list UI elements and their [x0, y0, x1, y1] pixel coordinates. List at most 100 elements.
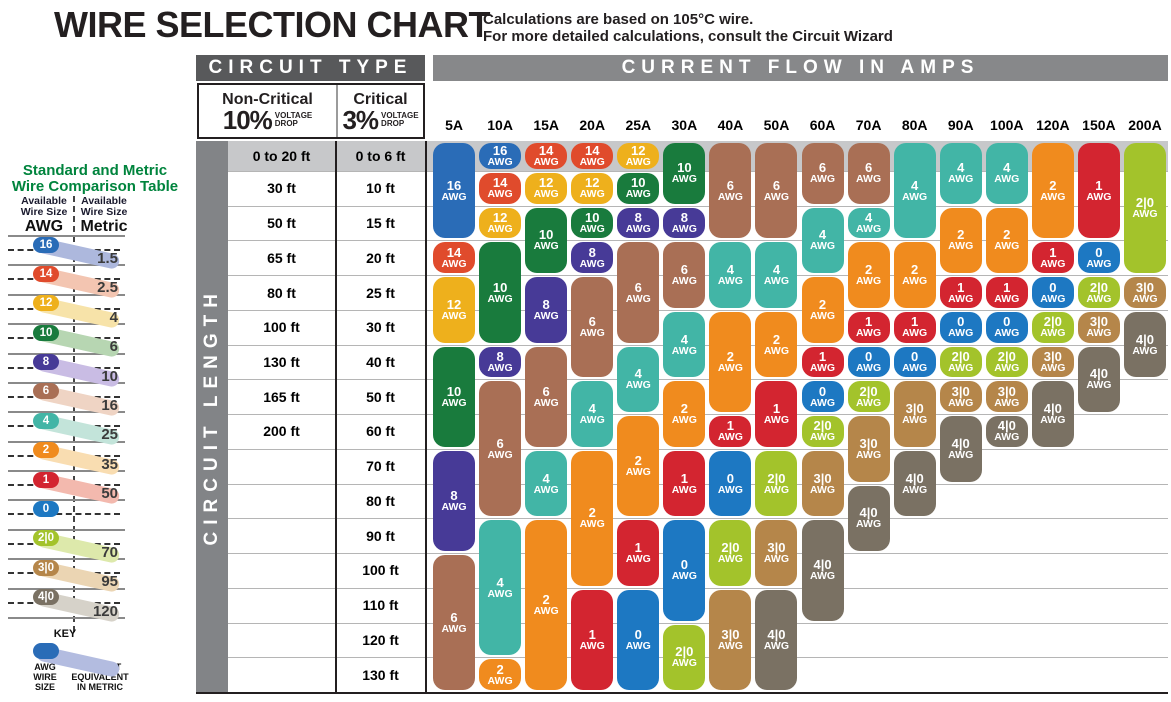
capsule-awg-number: 6: [634, 279, 642, 295]
capsule-awg-number: 4|0: [1089, 366, 1108, 382]
sidebar-row-line: [8, 264, 125, 267]
key-awg-wire-size-label: AWG WIRE SIZE: [22, 662, 68, 692]
capsule-awg-suffix: AWG: [625, 156, 651, 168]
capsule-awg-number: 8: [450, 487, 458, 503]
capsule-awg-suffix: AWG: [579, 639, 605, 652]
capsule-awg-suffix: AWG: [533, 240, 559, 253]
grid-row-line: [228, 205, 1168, 207]
sidebar-metric-value-12: 4: [109, 308, 118, 326]
critical-length-cell: 100 ft: [362, 562, 399, 579]
capsule-50A-1awg: 1 AWG: [755, 381, 798, 447]
capsule-100A-2|0awg: 2|0 AWG: [985, 346, 1028, 378]
capsule-awg-number: 2: [957, 227, 965, 243]
capsule-10A-14awg: 14 AWG: [479, 173, 522, 204]
capsule-15A-4awg: 4 AWG: [525, 450, 568, 517]
capsule-awg-suffix: AWG: [948, 292, 974, 305]
amp-column-label-60A: 60A: [809, 117, 836, 133]
capsule-120A-2awg: 2 AWG: [1031, 143, 1074, 239]
capsule-30A-8awg: 8 AWG: [663, 207, 706, 239]
capsule-awg-suffix: AWG: [994, 240, 1020, 253]
capsule-5A-6awg: 6 AWG: [433, 555, 476, 690]
capsule-80A-4|0awg: 4|0 AWG: [893, 450, 936, 517]
capsule-60A-4|0awg: 4|0 AWG: [801, 520, 844, 621]
sidebar-awg-capsule-4|0: 4|0: [33, 589, 59, 606]
amp-column-label-5A: 5A: [445, 117, 463, 133]
capsule-awg-suffix: AWG: [902, 362, 928, 375]
key-label-line: AWG: [34, 662, 56, 672]
non-critical-percent: 10%: [222, 104, 273, 135]
capsule-awg-number: 2|0: [721, 540, 740, 556]
critical-length-cell: 25 ft: [366, 284, 395, 301]
capsule-awg-number: 0: [818, 383, 827, 399]
capsule-awg-number: 4: [680, 331, 688, 347]
sidebar-awg-capsule-10: 10: [33, 324, 59, 341]
awg-column-header: Available Wire Size AWG: [13, 196, 75, 236]
capsule-awg-suffix: AWG: [1040, 414, 1066, 427]
capsule-awg-number: 14: [446, 244, 462, 260]
capsule-awg-number: 3|0: [859, 435, 878, 451]
capsule-40A-3|0awg: 3|0 AWG: [709, 589, 752, 690]
capsule-awg-suffix: AWG: [671, 344, 697, 357]
capsule-awg-number: 4: [726, 262, 735, 278]
capsule-awg-suffix: AWG: [856, 448, 882, 461]
capsule-awg-number: 12: [446, 296, 462, 312]
capsule-awg-suffix: AWG: [856, 327, 882, 340]
capsule-awg-number: 4|0: [767, 626, 786, 642]
amp-column-label-150A: 150A: [1082, 117, 1116, 133]
capsule-awg-suffix: AWG: [671, 570, 697, 583]
sidebar-metric-value-2: 35: [101, 455, 118, 473]
capsule-awg-suffix: AWG: [717, 483, 743, 496]
amp-column-label-40A: 40A: [717, 117, 744, 133]
capsule-awg-suffix: AWG: [717, 362, 743, 375]
capsule-5A-16awg: 16 AWG: [433, 143, 476, 239]
capsule-awg-suffix: AWG: [1132, 344, 1158, 357]
voltage-drop-label: VOLTAGE DROP: [381, 110, 419, 128]
capsule-awg-suffix: AWG: [671, 173, 697, 186]
capsule-awg-number: 8: [634, 210, 642, 226]
capsule-awg-number: 4: [1003, 160, 1011, 176]
capsule-awg-suffix: AWG: [717, 553, 743, 566]
capsule-awg-suffix: AWG: [856, 518, 882, 531]
capsule-30A-4awg: 4 AWG: [663, 311, 706, 378]
capsule-90A-0awg: 0 AWG: [939, 311, 982, 343]
capsule-awg-number: 2|0: [1089, 279, 1108, 295]
capsule-awg-suffix: AWG: [487, 292, 513, 305]
capsule-awg-suffix: AWG: [763, 553, 790, 566]
capsule-awg-suffix: AWG: [625, 553, 651, 566]
grid-row-line: [228, 309, 1168, 311]
capsule-awg-suffix: AWG: [763, 639, 790, 652]
capsule-60A-6awg: 6 AWG: [801, 143, 844, 204]
critical-length-cell: 0 to 6 ft: [355, 148, 406, 164]
capsule-100A-4|0awg: 4|0 AWG: [985, 416, 1028, 447]
capsule-awg-number: 1: [957, 279, 965, 295]
capsule-awg-suffix: AWG: [809, 362, 836, 375]
capsule-awg-number: 4: [772, 262, 781, 278]
capsule-20A-6awg: 6 AWG: [571, 277, 614, 378]
capsule-awg-number: 6: [772, 177, 781, 193]
column-header-text: Available: [81, 195, 127, 207]
critical-length-cell: 40 ft: [366, 354, 395, 371]
capsule-90A-2awg: 2 AWG: [939, 207, 982, 274]
key-label-line: WIRE: [33, 672, 57, 682]
capsule-50A-2awg: 2 AWG: [755, 311, 798, 378]
capsule-awg-suffix: AWG: [809, 240, 836, 253]
noncritical-length-cell: 165 ft: [263, 388, 300, 405]
capsule-40A-4awg: 4 AWG: [709, 242, 752, 308]
capsule-40A-2awg: 2 AWG: [709, 311, 752, 413]
sidebar-awg-capsule-16: 16: [33, 236, 59, 253]
capsule-awg-number: 1: [1095, 177, 1103, 193]
capsule-awg-number: 3|0: [1043, 349, 1062, 365]
capsule-20A-4awg: 4 AWG: [571, 381, 614, 447]
capsule-awg-suffix: AWG: [625, 379, 651, 392]
capsule-awg-suffix: AWG: [902, 483, 928, 496]
capsule-awg-number: 4: [911, 177, 919, 193]
capsule-100A-4awg: 4 AWG: [985, 143, 1028, 204]
capsule-awg-number: 1: [818, 349, 827, 365]
capsule-10A-16awg: 16 AWG: [479, 143, 522, 169]
page-title: WIRE SELECTION CHART: [54, 4, 491, 45]
capsule-awg-suffix: AWG: [809, 309, 836, 322]
capsule-awg-number: 2: [864, 262, 873, 278]
capsule-awg-number: 12: [538, 175, 554, 191]
capsule-awg-number: 6: [542, 383, 550, 399]
capsule-25A-6awg: 6 AWG: [617, 242, 660, 343]
